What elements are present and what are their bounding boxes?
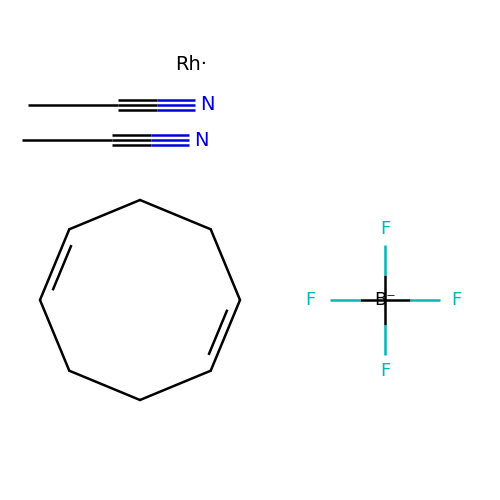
- Text: F: F: [380, 362, 390, 380]
- Text: F: F: [380, 220, 390, 238]
- Text: F: F: [305, 291, 315, 309]
- Text: N: N: [194, 130, 208, 150]
- Text: F: F: [451, 291, 461, 309]
- Text: N: N: [200, 96, 214, 114]
- Text: Rh·: Rh·: [175, 56, 207, 74]
- Text: B⁻: B⁻: [374, 291, 396, 309]
